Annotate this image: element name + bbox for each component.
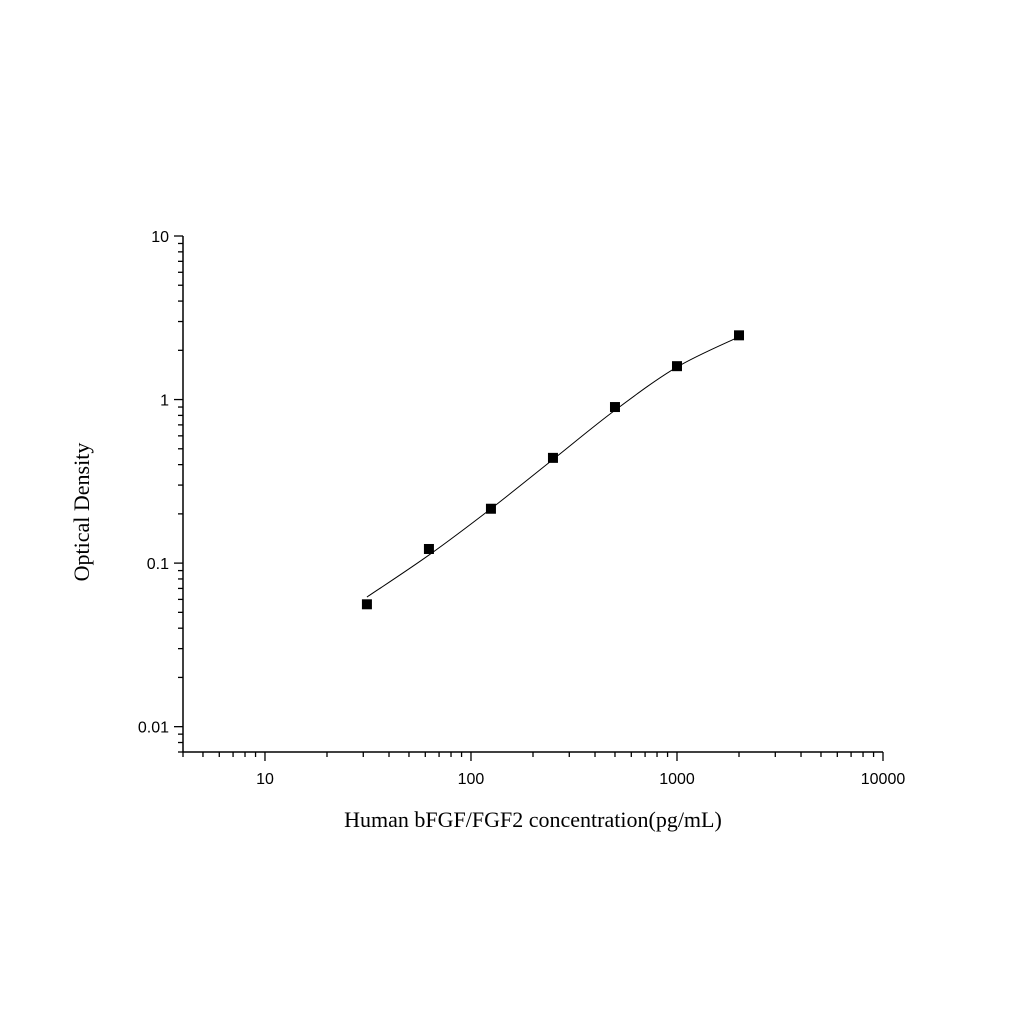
x-ticks: 10 100 1000 10000	[182, 752, 906, 788]
x-tick-label: 10	[256, 771, 274, 788]
data-point	[734, 330, 745, 341]
data-point	[671, 361, 682, 372]
y-ticks: 0.01 0.1 1 10	[138, 229, 183, 753]
x-axis: 10 100 1000 10000	[182, 751, 906, 788]
y-tick-label: 10	[151, 229, 169, 246]
y-axis: 0.01 0.1 1 10	[138, 229, 184, 753]
x-axis-title: Human bFGF/FGF2 concentration(pg/mL)	[344, 807, 722, 832]
data-point	[361, 599, 372, 610]
x-tick-label: 1000	[659, 771, 695, 788]
y-tick-label: 0.01	[138, 720, 169, 737]
data-point	[485, 503, 496, 514]
y-tick-label: 1	[160, 393, 169, 410]
fit-curve	[366, 336, 740, 598]
data-point	[423, 543, 434, 554]
data-point	[547, 452, 558, 463]
y-tick-label: 0.1	[147, 556, 169, 573]
data-points	[361, 330, 745, 610]
x-tick-label: 100	[458, 771, 485, 788]
x-tick-label: 10000	[861, 771, 906, 788]
data-point	[609, 402, 620, 413]
y-axis-title: Optical Density	[69, 443, 94, 582]
